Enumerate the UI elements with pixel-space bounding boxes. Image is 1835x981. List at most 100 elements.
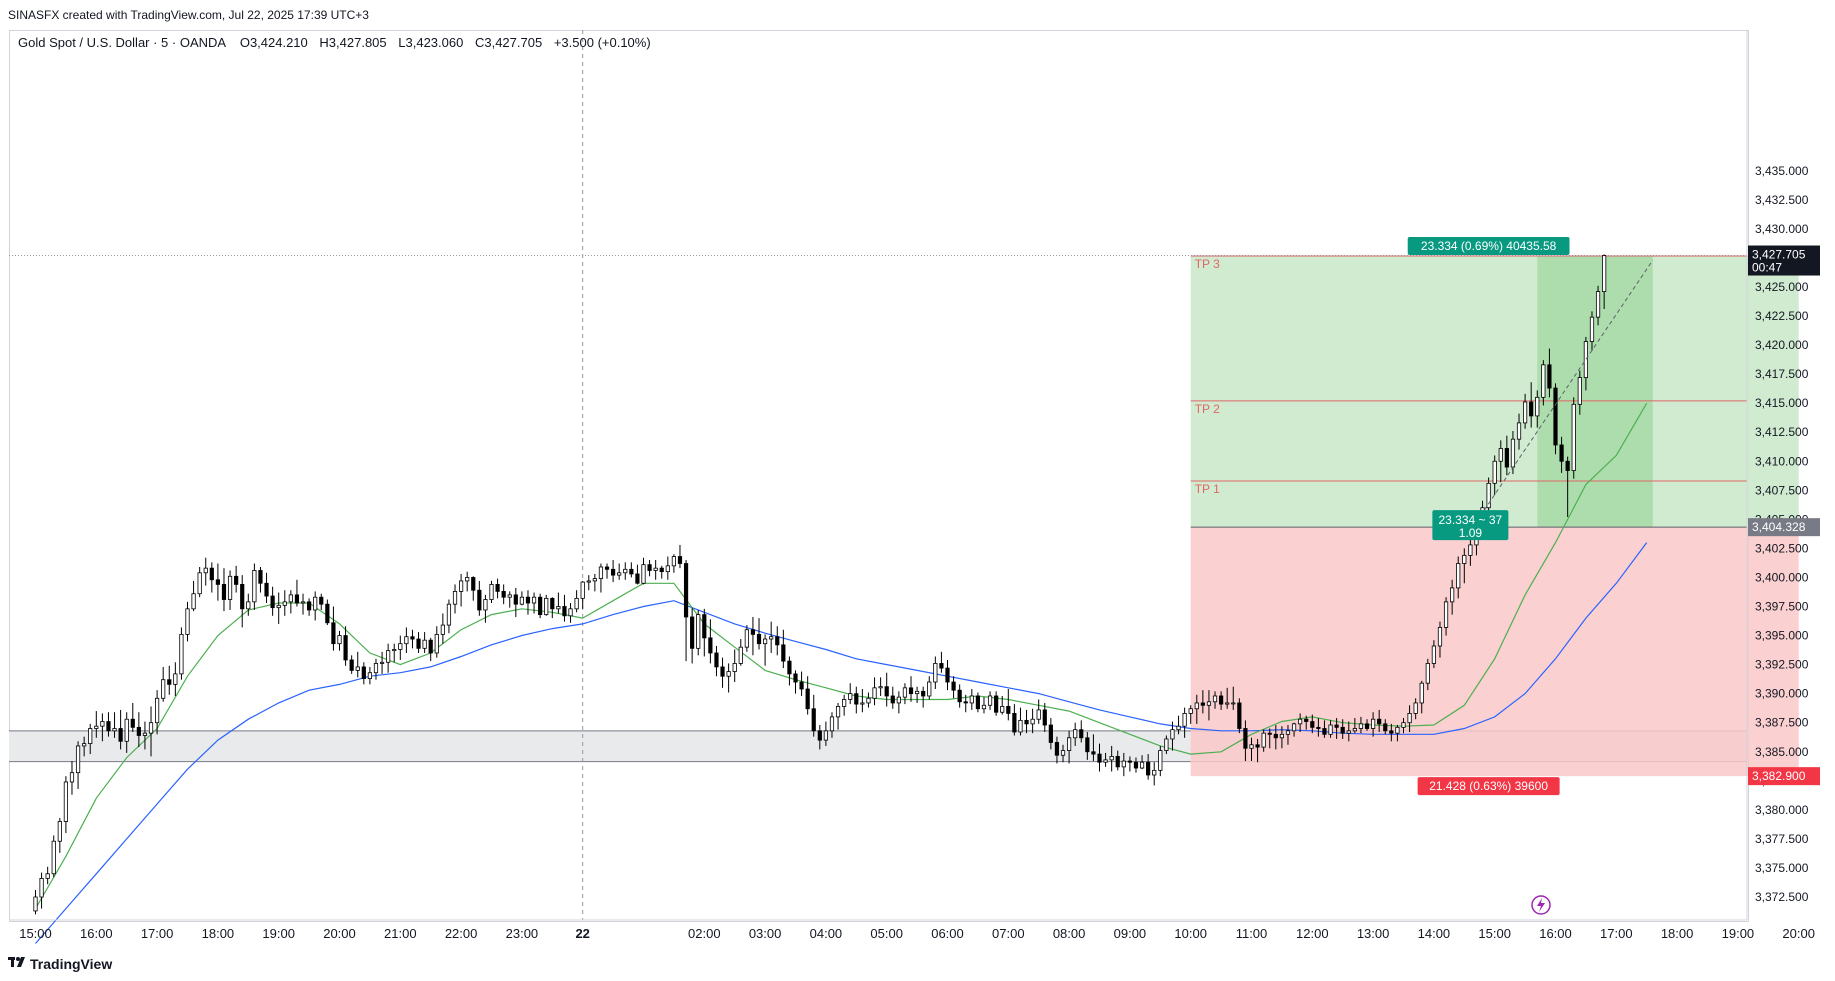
candle-131 [829,716,835,732]
candle-105 [671,556,677,567]
price-tick-label: 3,385.000 [1755,745,1809,759]
candle-128 [811,708,816,732]
candle-217 [1352,728,1357,732]
candle-75 [489,584,494,600]
time-tick-label: 16:00 [1539,926,1572,941]
candle-214 [1334,724,1339,728]
candle-129 [817,730,822,741]
candle-136 [860,702,865,705]
candle-210 [1310,721,1315,728]
candle-177 [1109,755,1114,761]
candle-218 [1358,723,1364,729]
candle-148 [933,663,938,683]
legend-low-label: L [398,35,406,50]
candle-183 [1146,761,1151,776]
time-tick-label: 20:00 [1782,926,1815,941]
price-tick-label: 3,372.500 [1755,890,1809,904]
candle-0 [33,896,38,912]
candle-67 [440,624,445,635]
time-tick-label: 22:00 [445,926,478,941]
candle-185 [1158,750,1163,771]
candle-186 [1164,738,1169,751]
candle-115 [732,663,737,672]
candle-29 [209,567,214,581]
candle-151 [951,681,956,691]
candle-123 [781,644,786,662]
candle-194 [1212,695,1218,703]
time-tick-label: 04:00 [810,926,843,941]
stop-label: 21.428 (0.63%) 39600 [1429,779,1548,793]
candle-98 [629,568,634,575]
price-tick-label: 3,435.000 [1755,164,1809,178]
axis-price-label-bg-1 [1748,518,1820,537]
candle-100 [641,564,646,584]
candle-110 [702,614,707,639]
candle-169 [1060,750,1066,756]
candle-225 [1401,722,1406,728]
candle-41 [282,601,287,606]
candle-154 [969,695,974,704]
countdown-label: 00:47 [1752,261,1782,275]
candle-162 [1018,719,1023,733]
candle-46 [313,596,318,611]
candle-173 [1085,737,1090,753]
center-label-line2: 1.09 [1459,526,1483,540]
candle-206 [1285,730,1291,735]
candle-10 [94,725,99,729]
price-tick-label: 3,422.500 [1755,309,1809,323]
candle-112 [714,652,719,668]
candle-205 [1279,733,1284,739]
candle-109 [696,614,701,649]
candle-59 [392,649,397,652]
candle-77 [501,590,506,598]
candle-97 [623,568,628,574]
candle-257 [1595,291,1601,318]
time-tick-label: 10:00 [1174,926,1207,941]
candle-88 [568,608,573,617]
attribution-text: SINASFX created with TradingView.com, Ju… [8,8,369,22]
candle-209 [1304,718,1309,722]
candle-164 [1030,718,1035,725]
candle-106 [677,556,683,564]
candle-200 [1249,744,1254,749]
time-tick-label: 23:00 [506,926,539,941]
candle-93 [598,566,604,580]
loss-zone [1190,527,1799,777]
candle-87 [562,606,567,617]
last-price-label-bg [1748,245,1820,276]
candle-199 [1243,728,1248,749]
time-tick-label: 06:00 [931,926,964,941]
price-tick-label: 3,397.500 [1755,600,1809,614]
candle-241 [1498,448,1503,462]
symbol-legend: Gold Spot / U.S. Dollar · 5 · OANDA O3,4… [18,35,651,50]
candle-156 [981,704,987,710]
candle-70 [458,580,464,592]
legend-open-value: 3,424.210 [249,35,308,50]
candle-135 [854,693,859,705]
candle-198 [1237,702,1242,729]
candle-17 [136,726,141,736]
time-tick-label: 05:00 [870,926,903,941]
time-tick-label: 12:00 [1296,926,1329,941]
candle-192 [1200,702,1205,706]
price-tick-label: 3,380.000 [1755,803,1809,817]
candle-7 [75,745,81,774]
candle-85 [550,597,555,610]
footer-brand[interactable]: TradingView [8,955,112,973]
candle-208 [1298,718,1303,725]
candle-9 [88,728,93,745]
candle-182 [1139,761,1145,769]
candle-40 [276,604,281,609]
time-tick-label: 18:00 [202,926,235,941]
legend-close-value: 3,427.705 [484,35,543,50]
candle-44 [300,601,306,604]
candle-204 [1273,733,1278,739]
candle-34 [240,584,245,610]
candle-221 [1377,718,1382,725]
candle-211 [1316,726,1321,729]
legend-symbol: Gold Spot / U.S. Dollar · 5 · OANDA [18,35,226,50]
candle-160 [1006,706,1011,714]
time-tick-label: 16:00 [80,926,113,941]
time-tick-label: 19:00 [1722,926,1755,941]
